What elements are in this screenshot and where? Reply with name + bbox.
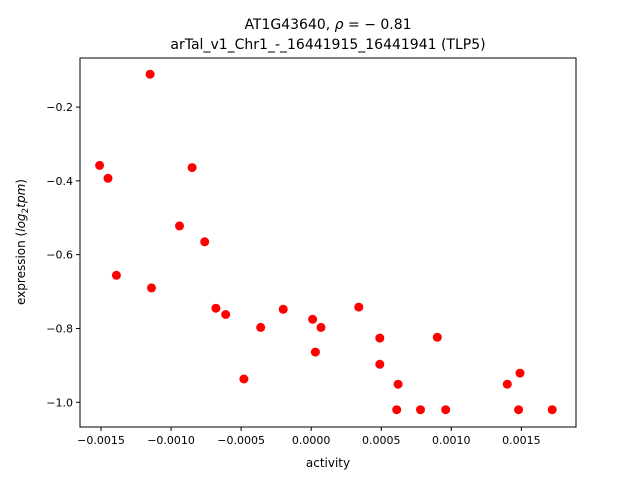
x-tick-label: −0.0010 bbox=[147, 434, 195, 447]
data-point bbox=[547, 405, 557, 415]
x-tick-label: −0.0015 bbox=[77, 434, 125, 447]
data-point bbox=[95, 160, 105, 170]
chart-title-line1: AT1G43640, ρ = − 0.81 bbox=[244, 17, 411, 33]
data-point bbox=[392, 405, 402, 415]
data-point bbox=[441, 405, 451, 415]
x-tick-label: −0.0005 bbox=[217, 434, 265, 447]
data-point bbox=[432, 332, 442, 342]
y-tick-label: −0.2 bbox=[46, 101, 73, 114]
chart-title-line2: arTal_v1_Chr1_-_16441915_16441941 (TLP5) bbox=[170, 37, 485, 53]
data-point bbox=[354, 302, 364, 312]
data-point bbox=[393, 379, 403, 389]
y-axis-label: expression (log2tpm) bbox=[14, 179, 31, 305]
data-point bbox=[187, 163, 197, 173]
points-layer bbox=[95, 69, 557, 415]
rho-symbol: ρ bbox=[335, 17, 344, 33]
y-tick-label: −1.0 bbox=[46, 396, 73, 409]
y-tick-label: −0.6 bbox=[46, 249, 73, 262]
plot-area bbox=[79, 57, 577, 428]
data-point bbox=[221, 310, 231, 319]
y-tick-label: −0.4 bbox=[46, 175, 73, 188]
data-point bbox=[211, 303, 221, 313]
x-tick-label: 0.0005 bbox=[362, 434, 401, 447]
data-point bbox=[239, 374, 249, 384]
data-point bbox=[416, 405, 425, 415]
x-axis-ticks: −0.0015 −0.0010 −0.0005 0.0000 0.0005 0.0010 0… bbox=[77, 427, 541, 447]
data-point bbox=[200, 237, 210, 247]
data-point bbox=[103, 173, 113, 183]
data-point bbox=[502, 379, 512, 389]
data-point bbox=[375, 359, 385, 369]
data-point bbox=[147, 283, 156, 293]
data-point bbox=[256, 322, 266, 332]
data-point bbox=[316, 322, 326, 332]
data-point bbox=[145, 69, 155, 79]
x-axis-label: activity bbox=[306, 456, 350, 470]
data-point bbox=[308, 314, 318, 324]
y-tick-label: −0.8 bbox=[46, 322, 73, 335]
data-point bbox=[310, 347, 320, 357]
data-point bbox=[278, 304, 288, 314]
y-axis-ticks: −1.0 −0.8 −0.6 −0.4 −0.2 bbox=[46, 101, 80, 409]
x-tick-label: 0.0010 bbox=[432, 434, 471, 447]
axes-frame bbox=[79, 57, 577, 428]
x-tick-label: 0.0000 bbox=[292, 434, 331, 447]
data-point bbox=[514, 405, 524, 415]
data-point bbox=[375, 333, 385, 343]
data-point bbox=[515, 368, 525, 378]
x-tick-label: 0.0015 bbox=[502, 434, 541, 447]
data-point bbox=[111, 270, 121, 280]
data-point bbox=[175, 221, 184, 231]
